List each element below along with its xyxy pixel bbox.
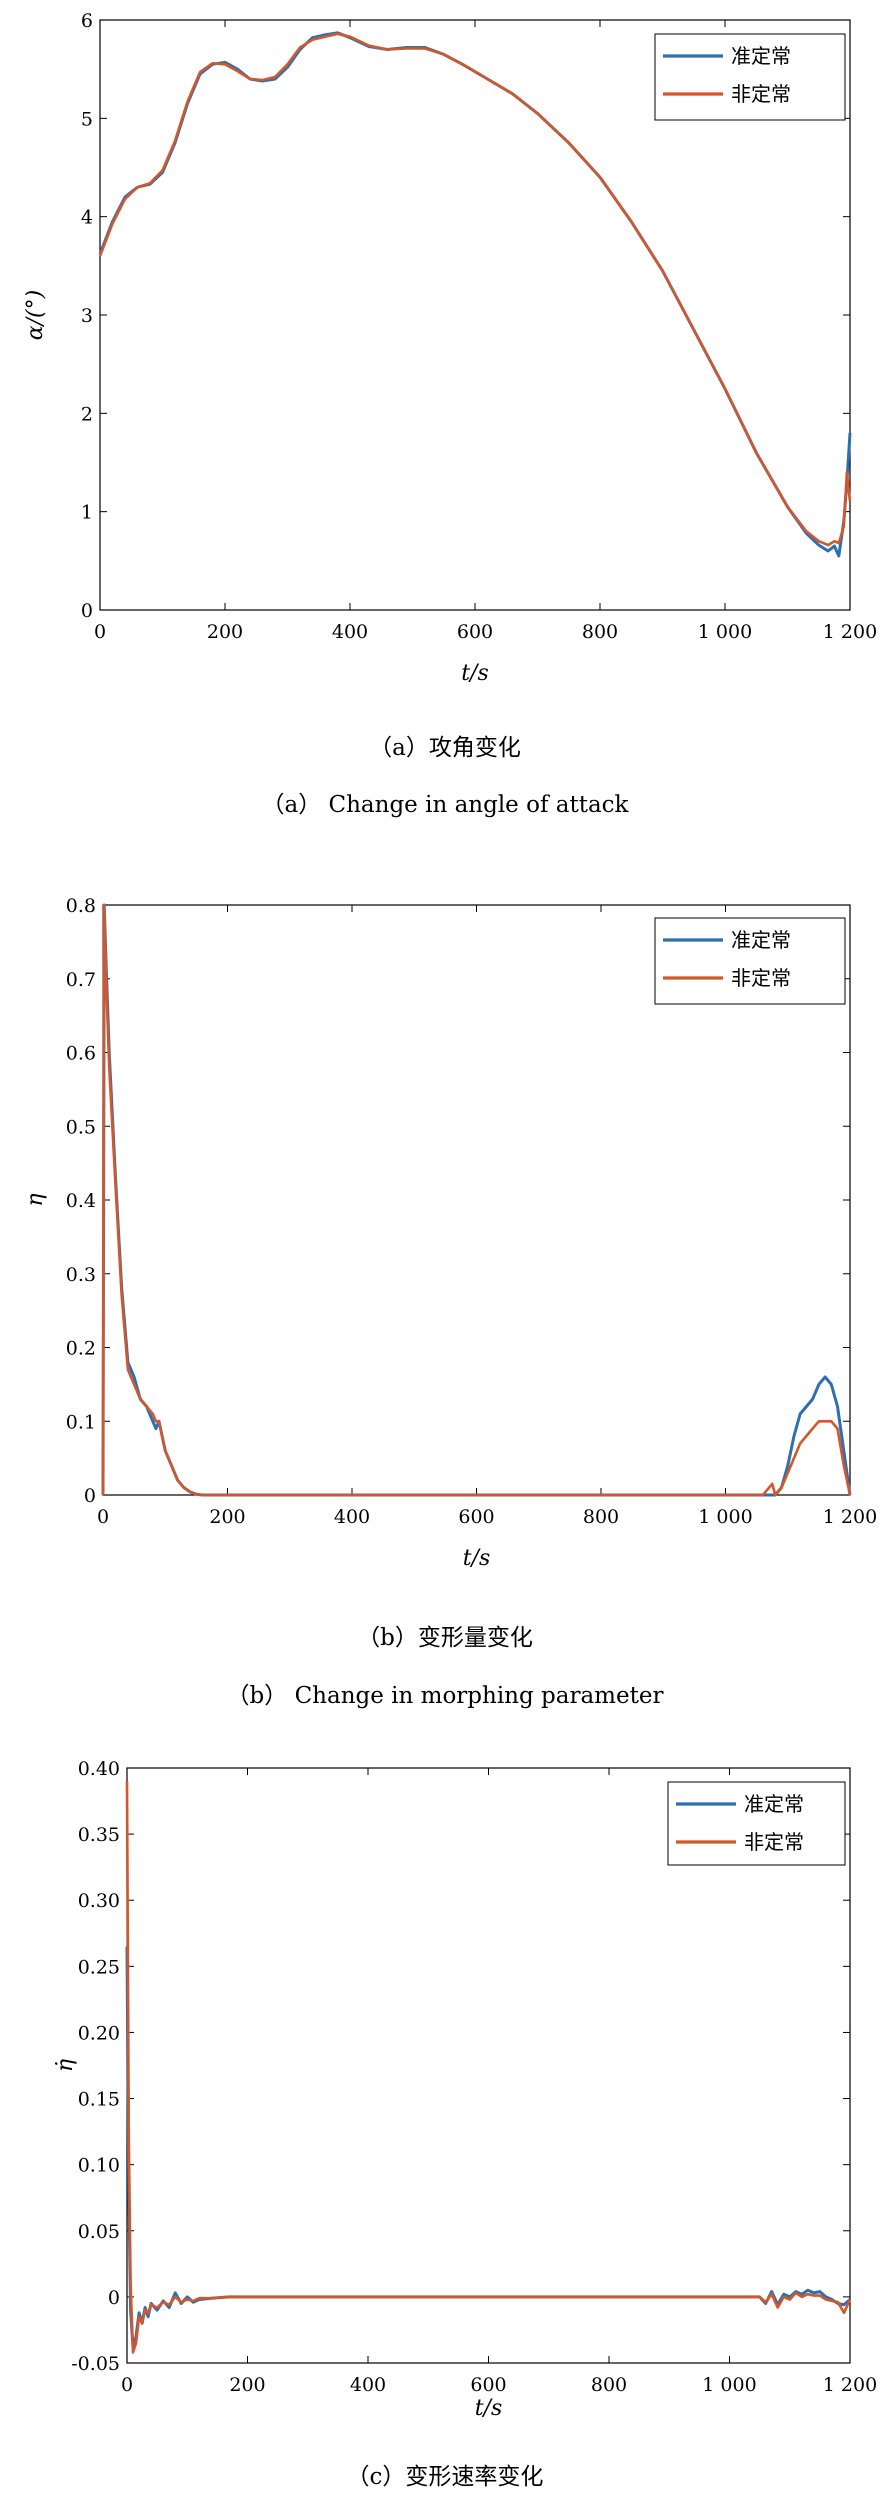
y-tick-label: 0.10 (78, 2155, 120, 2177)
y-tick-label: 0.3 (66, 1264, 96, 1286)
legend-label: 非定常 (731, 82, 791, 106)
y-tick-label: 1 (81, 502, 93, 524)
x-tick-label: 600 (470, 2374, 506, 2396)
series-line-quasi-steady (125, 1946, 851, 2349)
x-tick-label: 1 200 (823, 1506, 877, 1528)
x-axis-label: t/s (475, 2396, 503, 2421)
y-axis-label: η (23, 1193, 48, 1206)
y-tick-label: 0.05 (78, 2221, 120, 2243)
y-tick-label: 0.30 (78, 1890, 120, 1912)
y-tick-label: 0.35 (78, 1824, 120, 1846)
x-tick-label: 400 (334, 1506, 370, 1528)
x-tick-label: 600 (458, 1506, 494, 1528)
y-tick-label: 2 (81, 403, 93, 425)
y-tick-label: 0.25 (78, 1956, 120, 1978)
y-tick-label: 3 (81, 305, 93, 327)
y-tick-label: 5 (81, 108, 93, 130)
x-tick-label: 800 (583, 1506, 619, 1528)
x-axis-label: t/s (463, 1546, 491, 1571)
x-tick-label: 0 (97, 1506, 109, 1528)
x-tick-label: 400 (350, 2374, 386, 2396)
x-tick-label: 0 (94, 621, 106, 643)
caption-chinese: （c）变形速率变化 (347, 2464, 544, 2490)
legend-label: 准定常 (744, 1792, 804, 1816)
x-axis-label: t/s (461, 661, 489, 686)
chart-2: 0 200 400 600 800 1 000 1 200 0 0.1 0.2 0.3 0.4 0.5 0… (23, 895, 877, 1709)
x-tick-label: 400 (332, 621, 368, 643)
x-tick-label: 1 200 (823, 2374, 877, 2396)
legend-box (654, 917, 846, 1005)
x-tick-label: 200 (229, 2374, 265, 2396)
y-tick-label: 0.7 (66, 969, 96, 991)
series-line-unsteady (125, 1781, 852, 2354)
x-tick-label: 1 000 (698, 1506, 752, 1528)
y-tick-label: 0.1 (66, 1411, 96, 1433)
legend-label: 非定常 (744, 1830, 804, 1854)
legend-box (654, 33, 846, 121)
y-tick-label: 0.20 (78, 2022, 120, 2044)
y-axis-label: α/(°) (23, 290, 48, 340)
chart-3: 0 200 400 600 800 1 000 1 200-0.0500.050.100.1… (53, 1758, 877, 2490)
x-tick-label: 1 000 (702, 2374, 756, 2396)
legend-label: 非定常 (731, 966, 791, 990)
series-line-unsteady (98, 32, 852, 547)
y-tick-label: 4 (81, 207, 93, 229)
series-line-unsteady (101, 903, 852, 1497)
y-tick-label: 0.2 (66, 1338, 96, 1360)
x-tick-label: 600 (457, 621, 493, 643)
y-tick-label: 0.5 (66, 1116, 96, 1138)
y-tick-label: -0.05 (71, 2353, 120, 2375)
legend-label: 准定常 (731, 44, 791, 68)
y-tick-label: 0 (81, 600, 93, 622)
x-tick-label: 1 000 (698, 621, 752, 643)
x-tick-label: 200 (207, 621, 243, 643)
x-tick-label: 0 (121, 2374, 133, 2396)
x-tick-label: 800 (591, 2374, 627, 2396)
x-tick-label: 1 200 (823, 621, 877, 643)
y-tick-label: 0.4 (66, 1190, 96, 1212)
y-tick-label: 0 (84, 1485, 96, 1507)
caption-english: （b） Change in morphing parameter (227, 1683, 664, 1709)
y-tick-label: 0.6 (66, 1043, 96, 1065)
y-tick-label: 0.8 (66, 895, 96, 917)
caption-chinese: （a）攻角变化 (369, 735, 521, 761)
chart-1: 0 200 400 600 800 1 000 1 200 0 1 2 3 4 5 6 t/s α/(°) 准定… (23, 10, 877, 818)
legend-label: 准定常 (731, 928, 791, 952)
y-tick-label: 6 (81, 10, 93, 32)
y-axis-label: η̇ (53, 2059, 78, 2072)
y-tick-label: 0.40 (78, 1758, 120, 1780)
legend-box (667, 1781, 846, 1866)
x-tick-label: 800 (582, 621, 618, 643)
y-tick-label: 0 (108, 2287, 120, 2309)
caption-english: （a） Change in angle of attack (261, 792, 629, 818)
y-tick-label: 0.15 (78, 2089, 120, 2111)
x-tick-label: 200 (209, 1506, 245, 1528)
caption-chinese: （b）变形量变化 (357, 1625, 533, 1651)
